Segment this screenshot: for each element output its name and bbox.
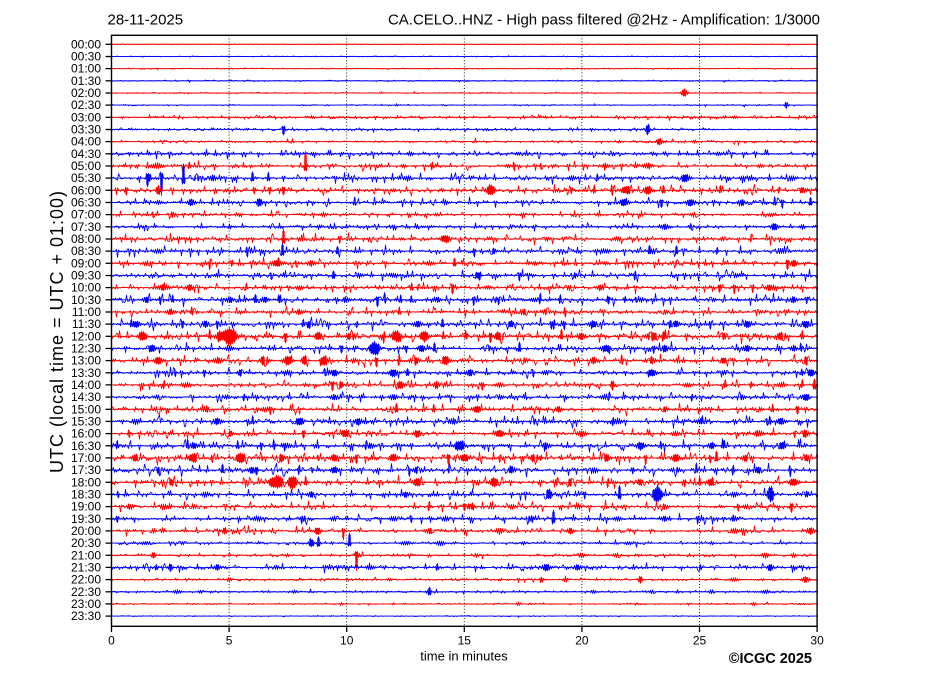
svg-text:12:30: 12:30 [71, 342, 101, 356]
svg-text:19:30: 19:30 [71, 512, 101, 526]
svg-text:07:30: 07:30 [71, 220, 101, 234]
svg-text:04:00: 04:00 [71, 135, 101, 149]
svg-text:02:30: 02:30 [71, 98, 101, 112]
svg-text:03:00: 03:00 [71, 110, 101, 124]
svg-text:14:30: 14:30 [71, 390, 101, 404]
svg-text:20: 20 [575, 634, 589, 648]
svg-text:10:30: 10:30 [71, 293, 101, 307]
svg-text:25: 25 [693, 634, 707, 648]
svg-text:14:00: 14:00 [71, 378, 101, 392]
svg-text:21:00: 21:00 [71, 548, 101, 562]
svg-text:17:00: 17:00 [71, 451, 101, 465]
svg-text:13:00: 13:00 [71, 354, 101, 368]
svg-text:03:30: 03:30 [71, 123, 101, 137]
svg-text:06:30: 06:30 [71, 196, 101, 210]
svg-text:11:00: 11:00 [72, 305, 101, 319]
svg-text:0: 0 [108, 634, 115, 648]
svg-text:10:00: 10:00 [71, 281, 101, 295]
svg-text:©ICGC 2025: ©ICGC 2025 [729, 651, 812, 667]
svg-text:UTC (local time = UTC + 01:00): UTC (local time = UTC + 01:00) [47, 190, 67, 473]
svg-text:19:00: 19:00 [71, 500, 101, 514]
svg-text:06:00: 06:00 [71, 183, 101, 197]
svg-text:16:30: 16:30 [71, 439, 101, 453]
svg-text:15:30: 15:30 [71, 415, 101, 429]
svg-text:15:00: 15:00 [71, 402, 101, 416]
svg-text:10: 10 [340, 634, 354, 648]
svg-text:07:00: 07:00 [71, 208, 101, 222]
svg-text:23:30: 23:30 [71, 609, 101, 623]
svg-text:00:00: 00:00 [71, 37, 101, 51]
svg-text:05:30: 05:30 [71, 171, 101, 185]
svg-text:22:30: 22:30 [71, 585, 101, 599]
svg-text:18:30: 18:30 [71, 488, 101, 502]
svg-text:23:00: 23:00 [71, 597, 101, 611]
svg-text:5: 5 [226, 634, 233, 648]
svg-text:15: 15 [458, 634, 472, 648]
svg-text:22:00: 22:00 [71, 573, 101, 587]
svg-text:11:30: 11:30 [72, 317, 101, 331]
svg-text:01:30: 01:30 [71, 74, 101, 88]
svg-text:09:30: 09:30 [71, 269, 101, 283]
svg-text:time in minutes: time in minutes [420, 649, 508, 664]
svg-text:00:30: 00:30 [71, 50, 101, 64]
svg-text:16:00: 16:00 [71, 427, 101, 441]
svg-text:08:00: 08:00 [71, 232, 101, 246]
svg-text:09:00: 09:00 [71, 256, 101, 270]
svg-text:18:00: 18:00 [71, 475, 101, 489]
svg-text:05:00: 05:00 [71, 159, 101, 173]
svg-text:28-11-2025: 28-11-2025 [108, 12, 184, 29]
svg-text:13:30: 13:30 [71, 366, 101, 380]
svg-text:02:00: 02:00 [71, 86, 101, 100]
svg-text:04:30: 04:30 [71, 147, 101, 161]
svg-text:20:00: 20:00 [71, 524, 101, 538]
svg-text:12:00: 12:00 [71, 329, 101, 343]
svg-text:08:30: 08:30 [71, 244, 101, 258]
svg-text:20:30: 20:30 [71, 536, 101, 550]
svg-text:30: 30 [810, 634, 824, 648]
svg-text:17:30: 17:30 [71, 463, 101, 477]
svg-text:21:30: 21:30 [71, 561, 101, 575]
svg-text:CA.CELO..HNZ - High pass filte: CA.CELO..HNZ - High pass filtered @2Hz -… [388, 12, 820, 29]
svg-text:01:00: 01:00 [71, 62, 101, 76]
